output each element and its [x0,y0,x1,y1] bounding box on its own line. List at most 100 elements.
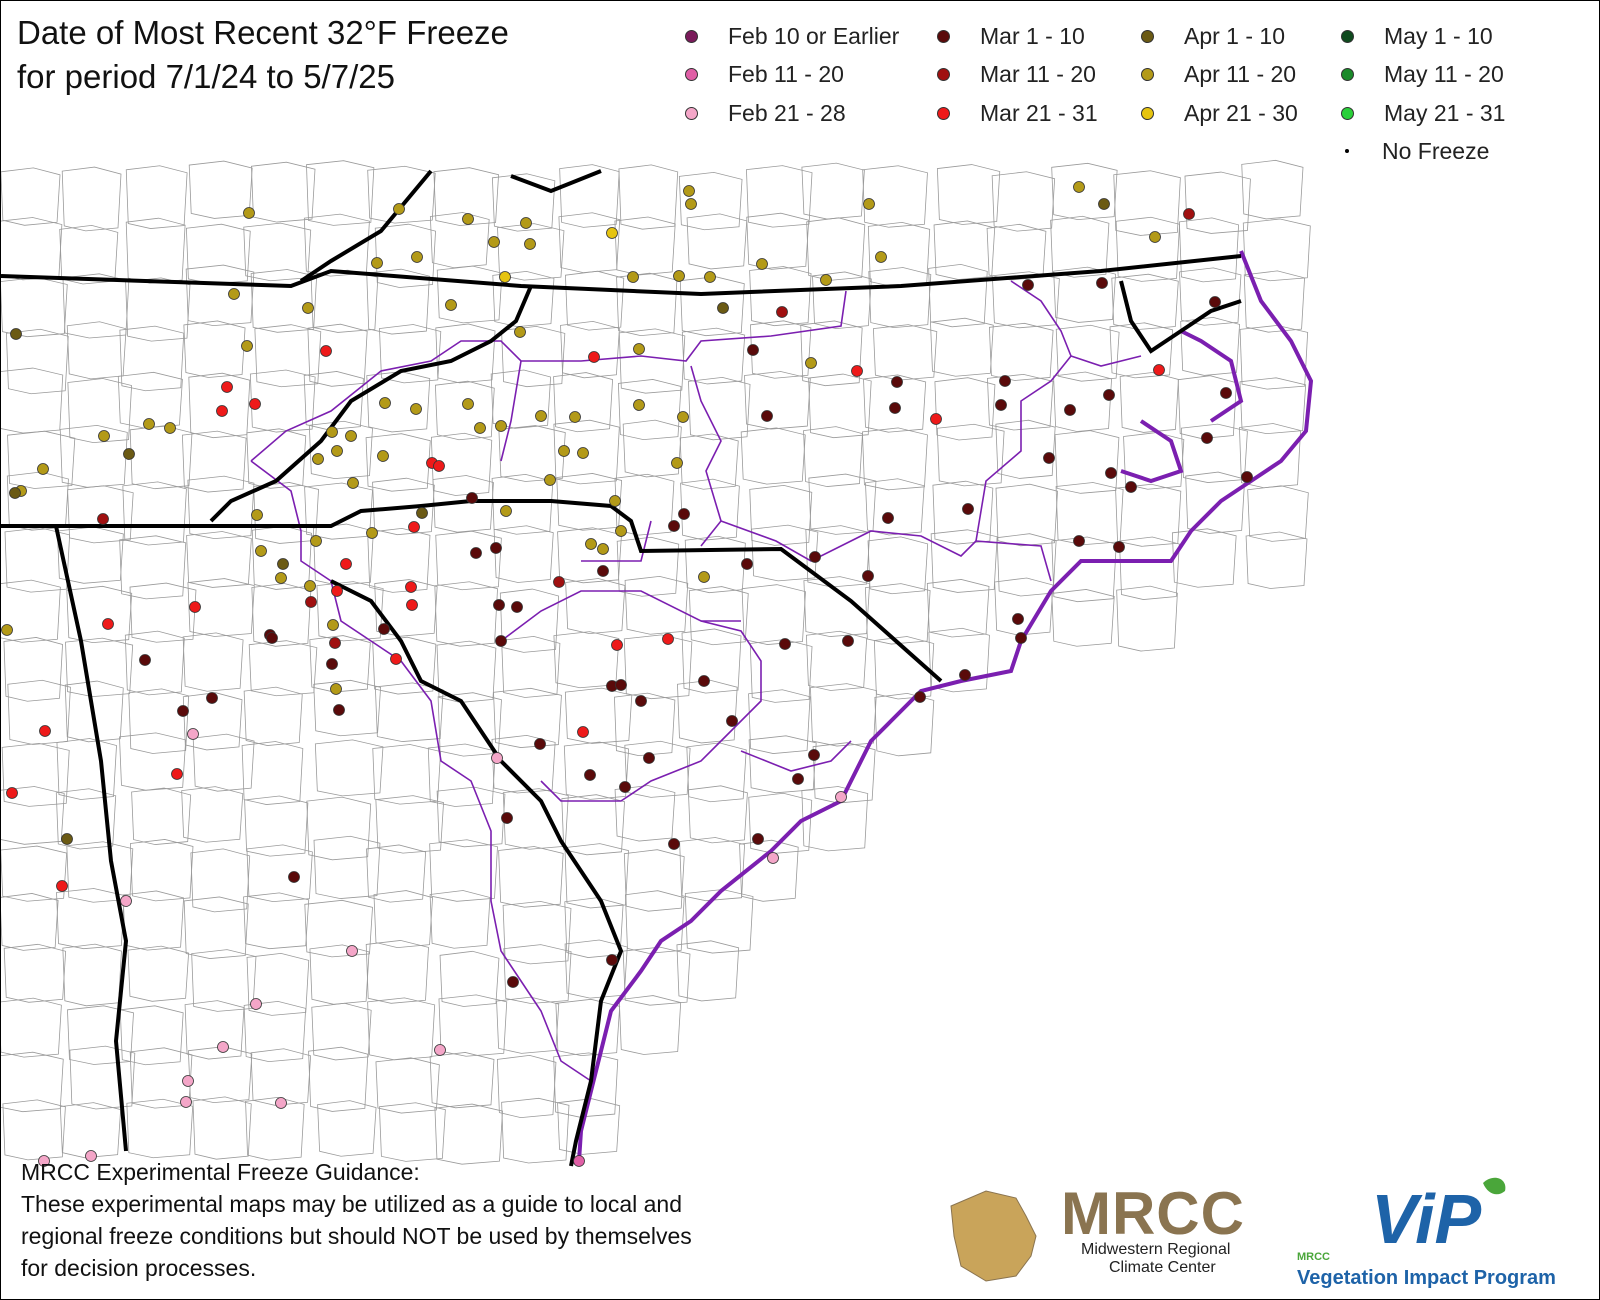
county-outline [117,371,183,429]
station-dot [221,381,233,393]
county-outline [688,377,751,441]
station-dot [1022,279,1034,291]
county-outline [248,640,318,697]
freeze-stations [1,181,1253,1167]
county-outline [119,732,187,791]
county-outline [800,320,863,387]
station-dot [584,769,596,781]
county-outline [553,1052,619,1118]
station-dot [331,445,343,457]
county-outline [183,320,246,378]
legend-swatch [685,29,698,43]
station-dot [56,880,68,892]
station-dot [371,257,383,269]
legend-swatch [685,67,698,81]
county-outline [625,890,685,954]
station-dot [558,445,570,457]
county-outline [564,939,628,999]
station-dot [1125,481,1137,493]
legend-item: Mar 1 - 10 [937,21,1085,51]
station-dot [434,1044,446,1056]
county-outline [1,367,64,434]
county-outline [183,896,249,959]
county-outline [131,787,192,845]
legend-swatch [937,67,950,81]
county-outline [243,686,303,746]
county-outline [561,794,625,856]
county-outline [366,844,427,903]
county-outline [1184,171,1251,234]
county-outline [995,419,1056,479]
station-dot [347,477,359,489]
county-outline [65,637,134,698]
station-dot [490,542,502,554]
county-outline [564,843,629,909]
map-period: for period 7/1/24 to 5/7/25 [17,58,395,95]
county-outline [801,786,869,852]
station-dot [615,679,627,691]
county-outline [187,578,255,637]
county-outline [125,217,186,284]
station-dot [249,398,261,410]
legend-item: No Freeze [1341,136,1489,166]
station-dot [393,203,405,215]
legend-item: Feb 11 - 20 [685,59,844,89]
legend-swatch [937,29,950,43]
station-dot [930,413,942,425]
station-dot [406,599,418,611]
county-outline [119,325,185,392]
county-outline [986,223,1047,281]
county-outline [617,379,682,441]
station-dot [1113,541,1125,553]
county-outline [991,171,1056,232]
county-outline [491,734,556,794]
legend-label: Feb 10 or Earlier [728,22,900,49]
station-dot [611,639,623,651]
station-dot [962,503,974,515]
county-outline [560,320,620,379]
county-outline [7,679,71,745]
station-dot [470,547,482,559]
county-outline [874,693,935,757]
station-dot [139,654,151,666]
station-dot [875,251,887,263]
station-dot [85,1150,97,1162]
county-outline [61,166,122,232]
station-dot [609,495,621,507]
station-dot [862,570,874,582]
county-outline [1119,372,1179,433]
legend-label: Mar 21 - 31 [980,99,1098,126]
county-outline [1,786,65,845]
station-dot [1,624,13,636]
station-dot [491,752,503,764]
station-dot [585,538,597,550]
legend-label: Apr 11 - 20 [1184,60,1297,87]
county-outline [1109,322,1174,379]
county-outline [304,899,373,958]
county-outline [124,630,185,696]
legend-label: No Freeze [1382,137,1490,164]
station-dot [500,505,512,517]
station-dot [851,365,863,377]
station-dot [767,852,779,864]
station-dot [662,633,674,645]
legend-item: Feb 10 or Earlier [685,21,899,51]
county-outline [429,212,490,269]
legend-swatch [1341,106,1354,120]
county-outline [378,1102,446,1162]
county-outline [558,212,621,274]
county-outline [181,786,244,843]
county-outline [122,481,187,546]
county-outline [59,425,128,488]
county-outline [434,1103,503,1165]
county-outline [2,1099,66,1161]
station-dot [187,728,199,740]
legend-label: May 21 - 31 [1384,99,1506,126]
county-outline [1050,215,1110,278]
station-dot [891,376,903,388]
station-dot [38,1155,50,1167]
county-outline [129,582,197,643]
station-dot [331,585,343,597]
county-outline [367,527,431,593]
mrcc-midwest-map-icon [950,1190,1037,1282]
